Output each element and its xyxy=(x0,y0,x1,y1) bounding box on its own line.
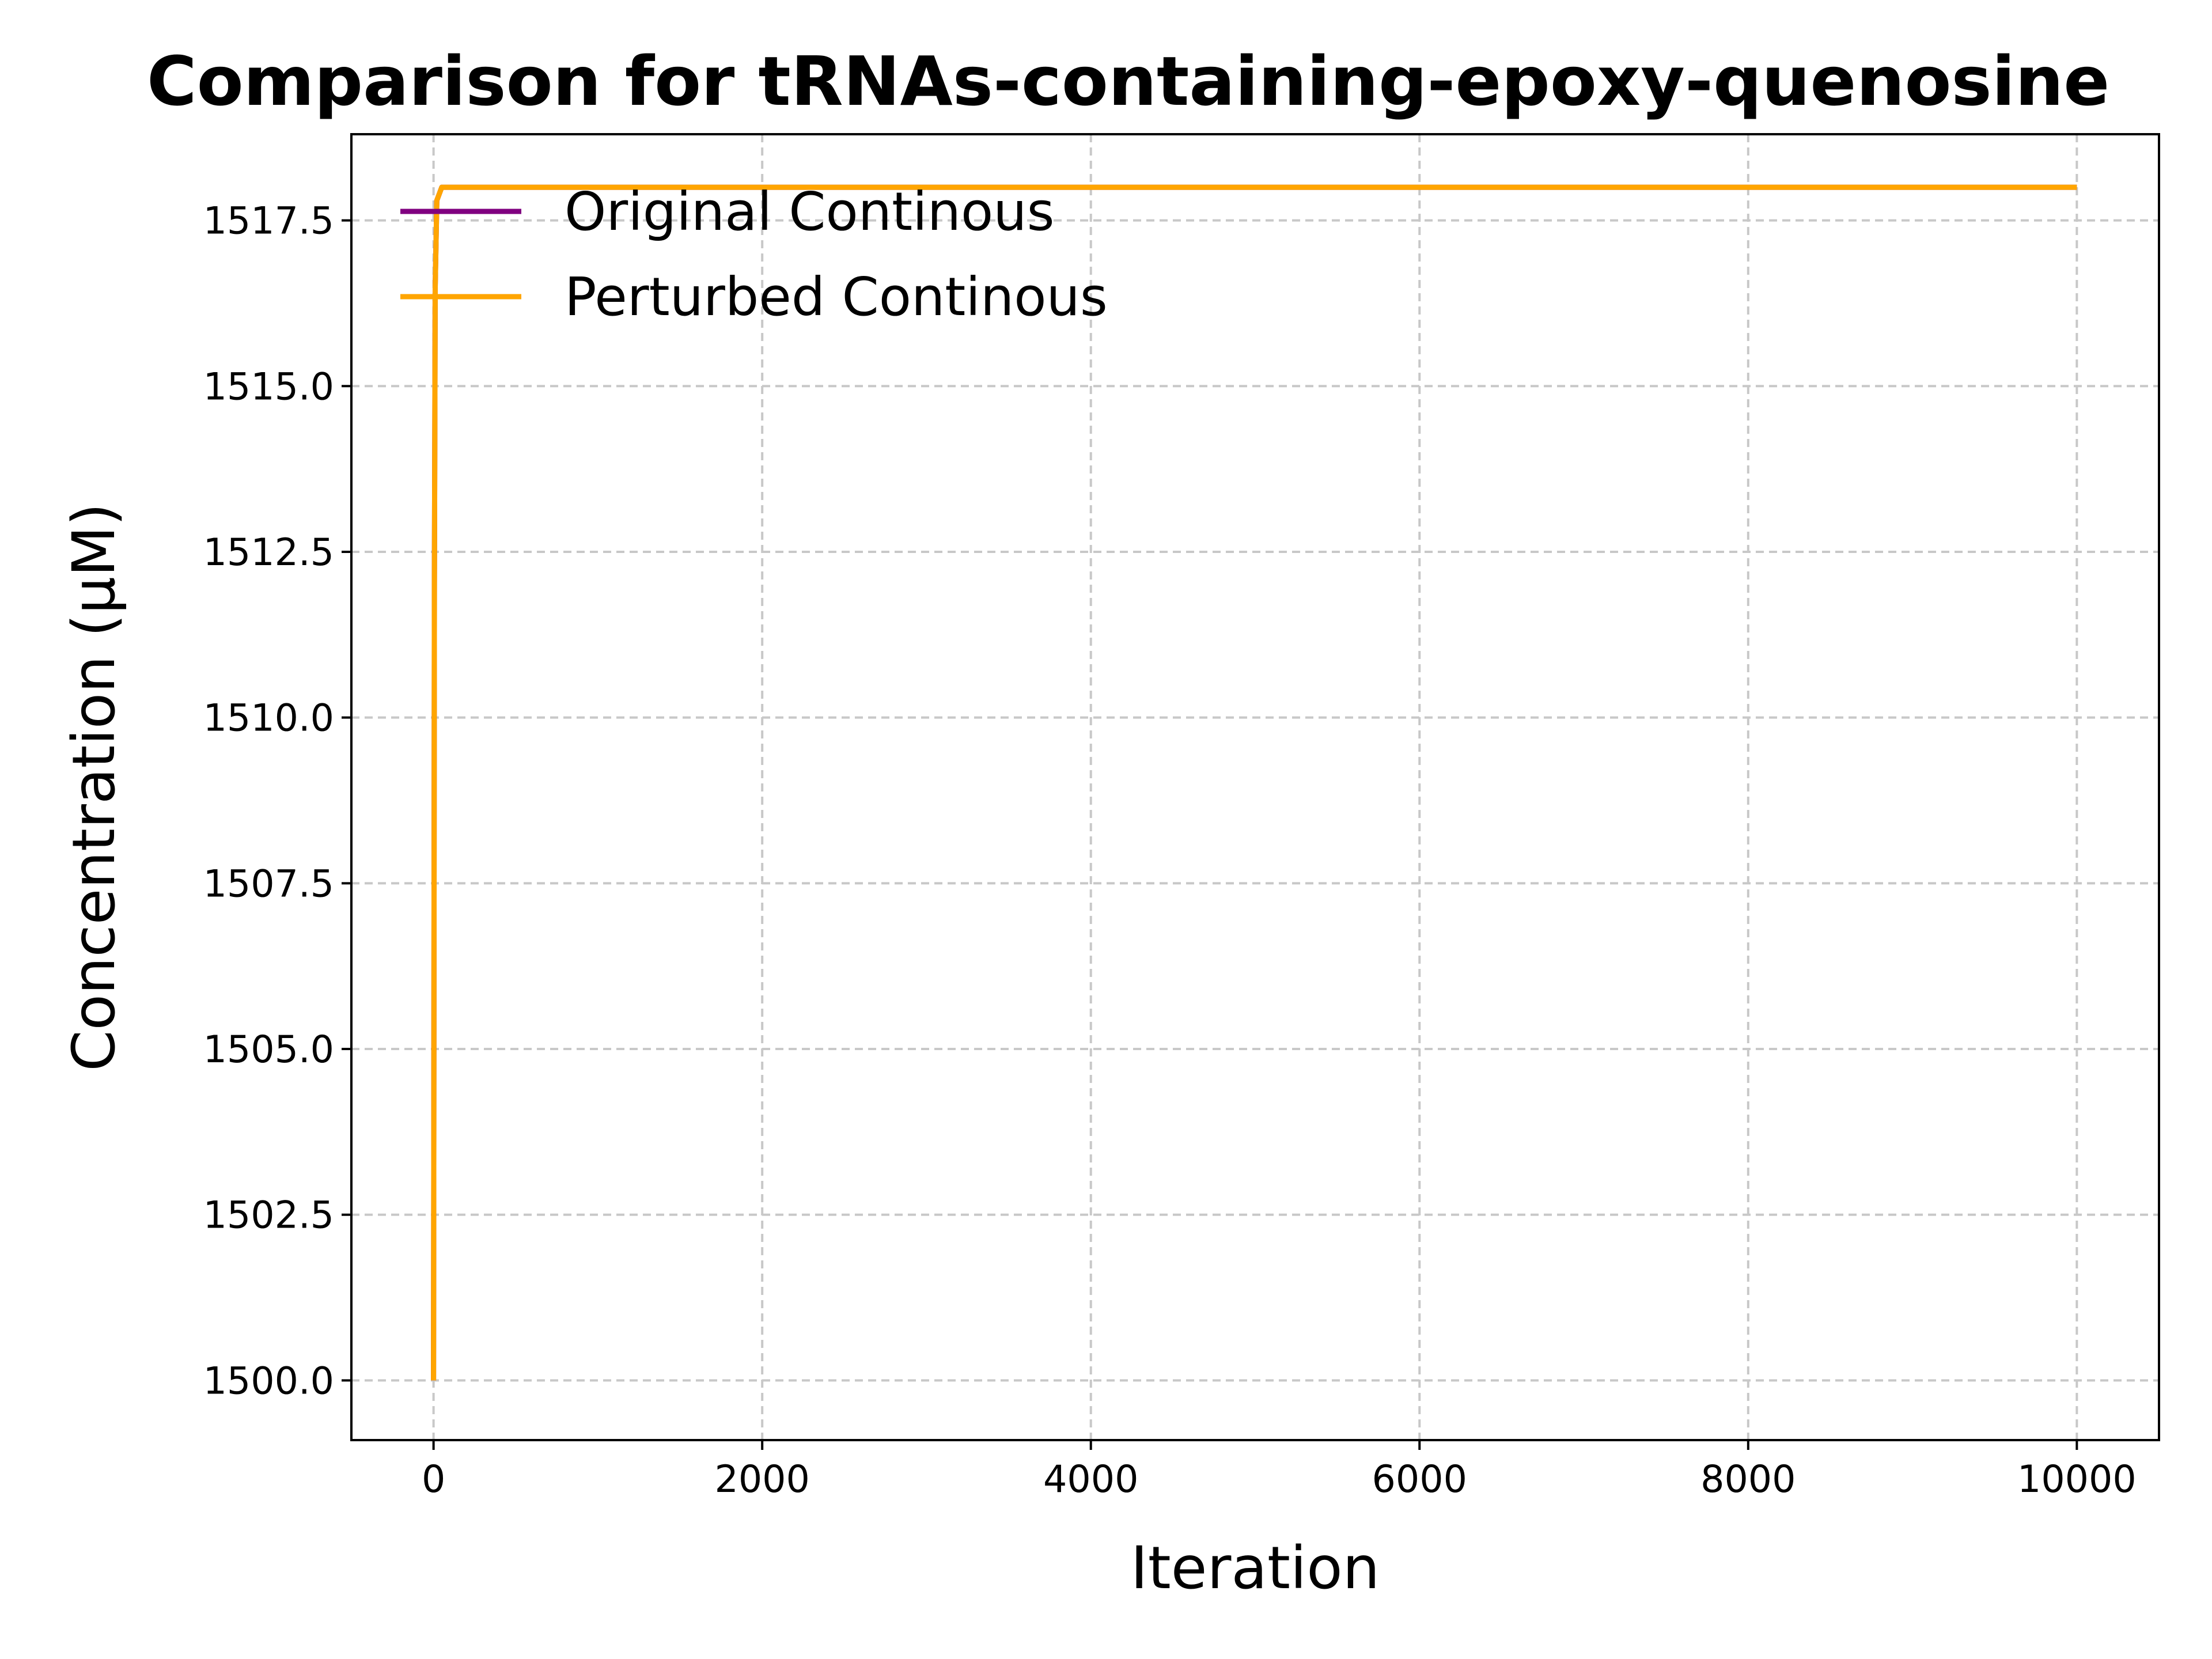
chart-title: Comparison for tRNAs-containing-epoxy-qu… xyxy=(147,41,2109,121)
y-tick-label: 1500.0 xyxy=(203,1359,334,1403)
series-layer xyxy=(431,184,2077,1381)
legend-label-perturbed-continous: Perturbed Continous xyxy=(565,266,1108,328)
y-tick-label: 1517.5 xyxy=(203,200,334,243)
series-line-perturbed-continous xyxy=(431,184,2077,1381)
y-tick-label: 1510.0 xyxy=(203,697,334,740)
x-tick-label: 6000 xyxy=(1372,1458,1467,1501)
y-tick-label: 1515.0 xyxy=(203,365,334,408)
x-tick-label: 8000 xyxy=(1700,1458,1796,1501)
x-axis-label: Iteration xyxy=(1131,1534,1380,1603)
x-tick-label: 2000 xyxy=(714,1458,809,1501)
grid xyxy=(351,134,2159,1440)
y-axis-label: Concentration (μM) xyxy=(60,503,128,1071)
y-tick-label: 1507.5 xyxy=(203,862,334,906)
y-tick-label: 1502.5 xyxy=(203,1194,334,1237)
ticks: 0 2000 4000 6000 8000 10000 1500.0 1502.5 1505.0… xyxy=(203,200,2137,1501)
y-tick-label: 1512.5 xyxy=(203,531,334,574)
x-tick-label: 10000 xyxy=(2017,1458,2137,1501)
x-tick-label: 4000 xyxy=(1043,1458,1138,1501)
plot-frame xyxy=(350,133,2160,1441)
legend-label-original-continous: Original Continous xyxy=(565,181,1055,243)
y-tick-label: 1505.0 xyxy=(203,1028,334,1071)
legend: Original Continous Perturbed Continous xyxy=(400,181,1108,328)
x-tick-label: 0 xyxy=(422,1458,445,1501)
